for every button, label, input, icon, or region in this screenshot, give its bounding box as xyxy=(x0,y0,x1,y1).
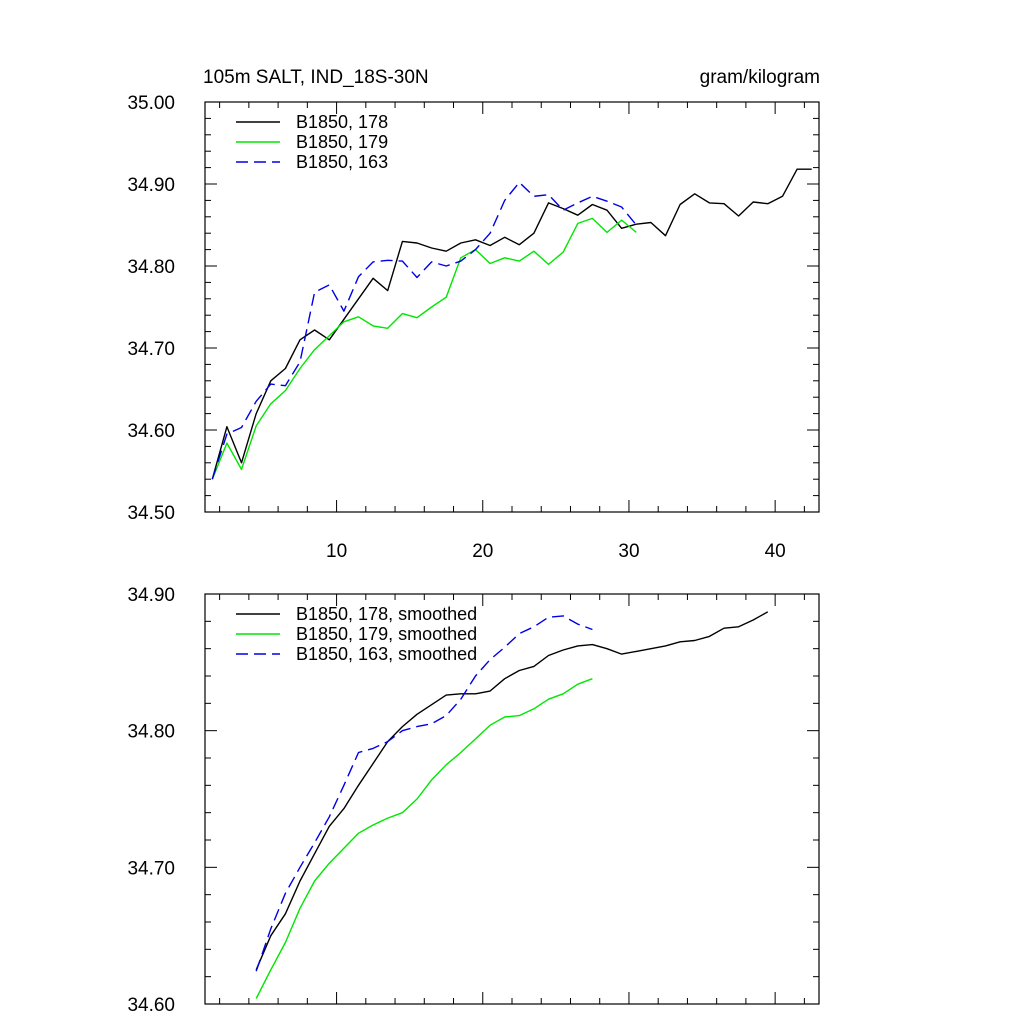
bottom-y-tick-label: 34.90 xyxy=(127,585,175,606)
bottom-panel: 34.60 34.70 34.80 34.90 B1850, 178, smoothe… xyxy=(127,585,820,1016)
top-y-tick-label: 34.60 xyxy=(127,421,175,442)
top-y-tick-label: 34.90 xyxy=(127,175,175,196)
top-x-tick-label: 20 xyxy=(472,541,493,562)
top-x-axis: 10 20 30 40 xyxy=(219,102,805,562)
top-panel-title-right: gram/kilogram xyxy=(700,67,820,88)
bottom-series-line-3 xyxy=(255,615,593,972)
top-series-line-1 xyxy=(211,168,812,480)
bottom-y-axis: 34.60 34.70 34.80 34.90 xyxy=(127,585,819,1016)
top-series-lines xyxy=(211,168,812,480)
top-x-tick-label: 40 xyxy=(765,541,786,562)
bottom-legend-label-2: B1850, 179, smoothed xyxy=(296,624,477,644)
top-panel-title-left: 105m SALT, IND_18S-30N xyxy=(203,67,429,88)
top-y-axis: 34.50 34.60 34.70 34.80 34.90 35.00 xyxy=(127,93,819,524)
top-series-line-2 xyxy=(211,217,637,480)
top-y-tick-label: 35.00 xyxy=(127,93,175,114)
top-panel: 105m SALT, IND_18S-30N gram/kilogram 34.… xyxy=(127,67,820,562)
bottom-y-tick-label: 34.70 xyxy=(127,858,175,879)
bottom-series-line-2 xyxy=(255,678,593,999)
top-series-line-3 xyxy=(211,181,637,480)
top-y-tick-label: 34.50 xyxy=(127,503,175,524)
top-x-tick-label: 30 xyxy=(618,541,639,562)
top-x-tick-label: 10 xyxy=(326,541,347,562)
bottom-y-tick-label: 34.60 xyxy=(127,995,175,1016)
bottom-y-tick-label: 34.80 xyxy=(127,722,175,743)
bottom-legend-label-3: B1850, 163, smoothed xyxy=(296,644,477,664)
bottom-x-axis xyxy=(219,594,805,1004)
top-legend-label-1: B1850, 178 xyxy=(296,112,388,132)
bottom-series-lines xyxy=(255,611,769,999)
bottom-legend-label-1: B1850, 178, smoothed xyxy=(296,604,477,624)
top-legend-label-3: B1850, 163 xyxy=(296,152,388,172)
top-y-tick-label: 34.70 xyxy=(127,339,175,360)
bottom-series-line-1 xyxy=(255,611,769,971)
top-legend-label-2: B1850, 179 xyxy=(296,132,388,152)
top-y-tick-label: 34.80 xyxy=(127,257,175,278)
